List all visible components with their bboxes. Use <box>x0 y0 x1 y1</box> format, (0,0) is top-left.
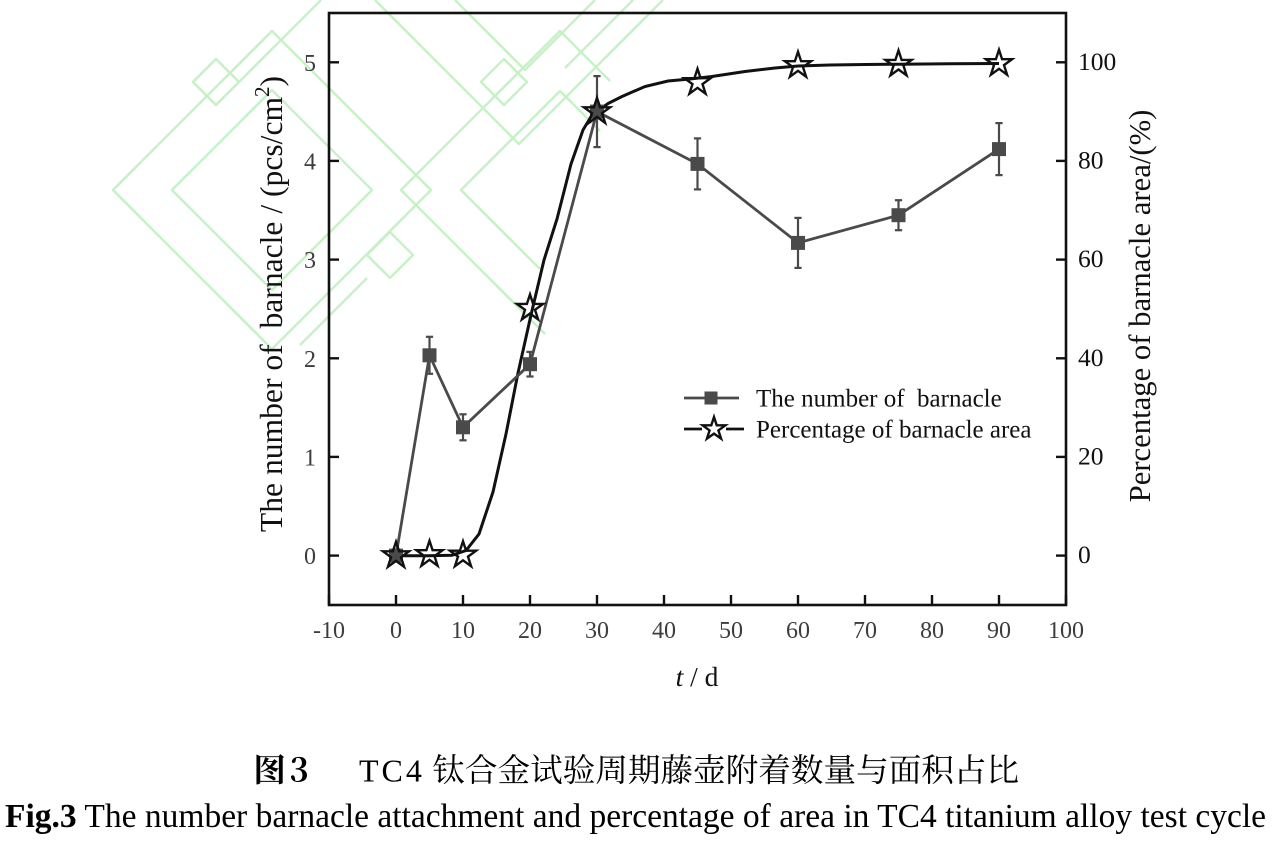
svg-text:The number of barnacle / (pcs: The number of barnacle / (pcs/cm2) <box>250 76 289 532</box>
svg-text:Fig.3 The number barnacle atta: Fig.3 The number barnacle attachment and… <box>5 798 1266 835</box>
svg-text:60: 60 <box>786 618 810 644</box>
svg-text:40: 40 <box>652 618 676 644</box>
svg-text:80: 80 <box>1078 145 1104 174</box>
svg-text:Percentage of barnacle area/(%: Percentage of barnacle area/(%) <box>1123 110 1157 503</box>
svg-text:40: 40 <box>1078 343 1104 372</box>
svg-text:The number of barnacle: The number of barnacle <box>756 386 1002 413</box>
svg-text:5: 5 <box>304 51 316 77</box>
svg-text:0: 0 <box>304 544 316 570</box>
svg-text:4: 4 <box>304 149 316 175</box>
svg-text:2: 2 <box>304 347 316 373</box>
svg-text:100: 100 <box>1078 47 1116 76</box>
svg-text:30: 30 <box>585 618 609 644</box>
svg-text:0: 0 <box>1078 540 1091 569</box>
svg-text:70: 70 <box>853 618 877 644</box>
svg-text:1: 1 <box>304 445 316 471</box>
svg-text:60: 60 <box>1078 244 1104 273</box>
svg-text:20: 20 <box>1078 441 1104 470</box>
svg-text:10: 10 <box>451 618 475 644</box>
svg-text:Percentage of barnacle area: Percentage of barnacle area <box>756 417 1032 444</box>
svg-text:90: 90 <box>987 618 1011 644</box>
svg-text:3: 3 <box>304 248 316 274</box>
svg-text:80: 80 <box>920 618 944 644</box>
svg-text:0: 0 <box>390 618 402 644</box>
svg-text:TC4: TC4 <box>359 753 425 789</box>
svg-text:t / d: t / d <box>676 661 719 692</box>
svg-text:-10: -10 <box>313 618 345 644</box>
svg-text:20: 20 <box>518 618 542 644</box>
svg-text:100: 100 <box>1048 618 1084 644</box>
svg-text:50: 50 <box>719 618 743 644</box>
